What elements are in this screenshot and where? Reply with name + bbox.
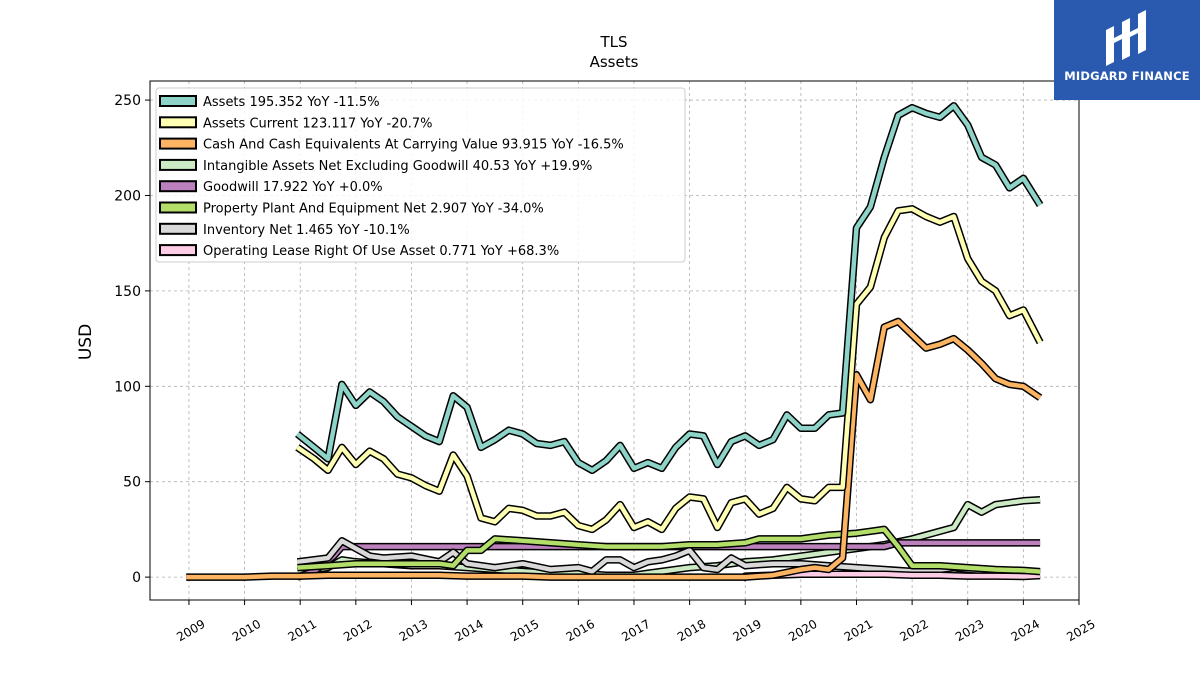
x-tick-label: 2021 <box>842 617 875 644</box>
x-tick-label: 2012 <box>341 617 374 644</box>
legend-box <box>155 87 686 263</box>
legend-swatch <box>159 137 197 150</box>
y-tick-label: 50 <box>123 475 141 491</box>
legend-swatch <box>159 116 197 129</box>
x-tick-label: 2022 <box>897 617 930 644</box>
plot-frame <box>149 80 1080 601</box>
y-axis: 0 50 100 150 200 250 <box>114 93 150 586</box>
chart-subtitle: Assets <box>590 53 639 71</box>
legend-swatch <box>159 180 197 193</box>
legend-entry: Inventory Net 1.465 YoY -10.1% <box>203 223 410 238</box>
x-axis: 2009 2010 2011 2012 2013 2014 2015 2016 2017 2018… <box>174 600 1098 644</box>
series-line-assets <box>295 103 1043 473</box>
brand-logo: MIDGARD FINANCE <box>1054 0 1200 100</box>
x-tick-label: 2020 <box>786 617 819 644</box>
y-axis-label: USD <box>76 324 96 360</box>
series-line-cash-and-cash-equivalents-at-carrying-value <box>186 319 1042 580</box>
y-tick-label: 0 <box>132 570 141 586</box>
series-line-property-plant-and-equipment-net <box>297 527 1041 574</box>
x-tick-label: 2023 <box>953 617 986 644</box>
x-tick-label: 2010 <box>230 617 263 644</box>
legend-entry: Property Plant And Equipment Net 2.907 Y… <box>203 202 544 217</box>
legend-swatch <box>159 95 197 107</box>
legend-swatch <box>159 201 197 214</box>
x-tick-label: 2016 <box>564 617 597 644</box>
y-tick-label: 100 <box>114 379 141 395</box>
legend-swatch <box>159 222 197 235</box>
series-line-inventory-net <box>297 538 1041 577</box>
legend-entry: Intangible Assets Net Excluding Goodwill… <box>203 159 592 174</box>
brand-name: MIDGARD FINANCE <box>1064 69 1190 83</box>
legend: Assets 195.352 YoY -11.5% Assets Current … <box>155 87 686 263</box>
legend-entry: Assets Current 123.117 YoY -20.7% <box>203 116 433 131</box>
x-tick-label: 2009 <box>174 617 207 644</box>
series-lines <box>186 102 1044 582</box>
x-tick-label: 2015 <box>508 617 541 644</box>
x-tick-label: 2024 <box>1009 617 1042 644</box>
y-tick-label: 200 <box>114 188 141 204</box>
y-tick-label: 150 <box>114 284 141 300</box>
x-tick-label: 2014 <box>452 617 485 644</box>
legend-entry: Goodwill 17.922 YoY +0.0% <box>203 180 383 195</box>
x-tick-label: 2025 <box>1064 617 1097 644</box>
series-line-assets-current <box>296 206 1043 532</box>
midgard-logo-icon <box>1106 10 1146 66</box>
x-tick-label: 2011 <box>285 617 318 644</box>
legend-entry: Assets 195.352 YoY -11.5% <box>203 95 380 110</box>
legend-swatch <box>159 244 197 257</box>
y-tick-label: 250 <box>114 93 141 109</box>
legend-swatch <box>159 158 197 171</box>
x-tick-label: 2018 <box>675 617 708 644</box>
x-tick-label: 2013 <box>397 617 430 644</box>
x-tick-label: 2019 <box>731 617 764 644</box>
chart-title: TLS <box>599 33 627 51</box>
legend-entry: Cash And Cash Equivalents At Carrying Va… <box>203 138 624 153</box>
x-tick-label: 2017 <box>619 617 652 644</box>
legend-entry: Operating Lease Right Of Use Asset 0.771… <box>203 244 559 259</box>
